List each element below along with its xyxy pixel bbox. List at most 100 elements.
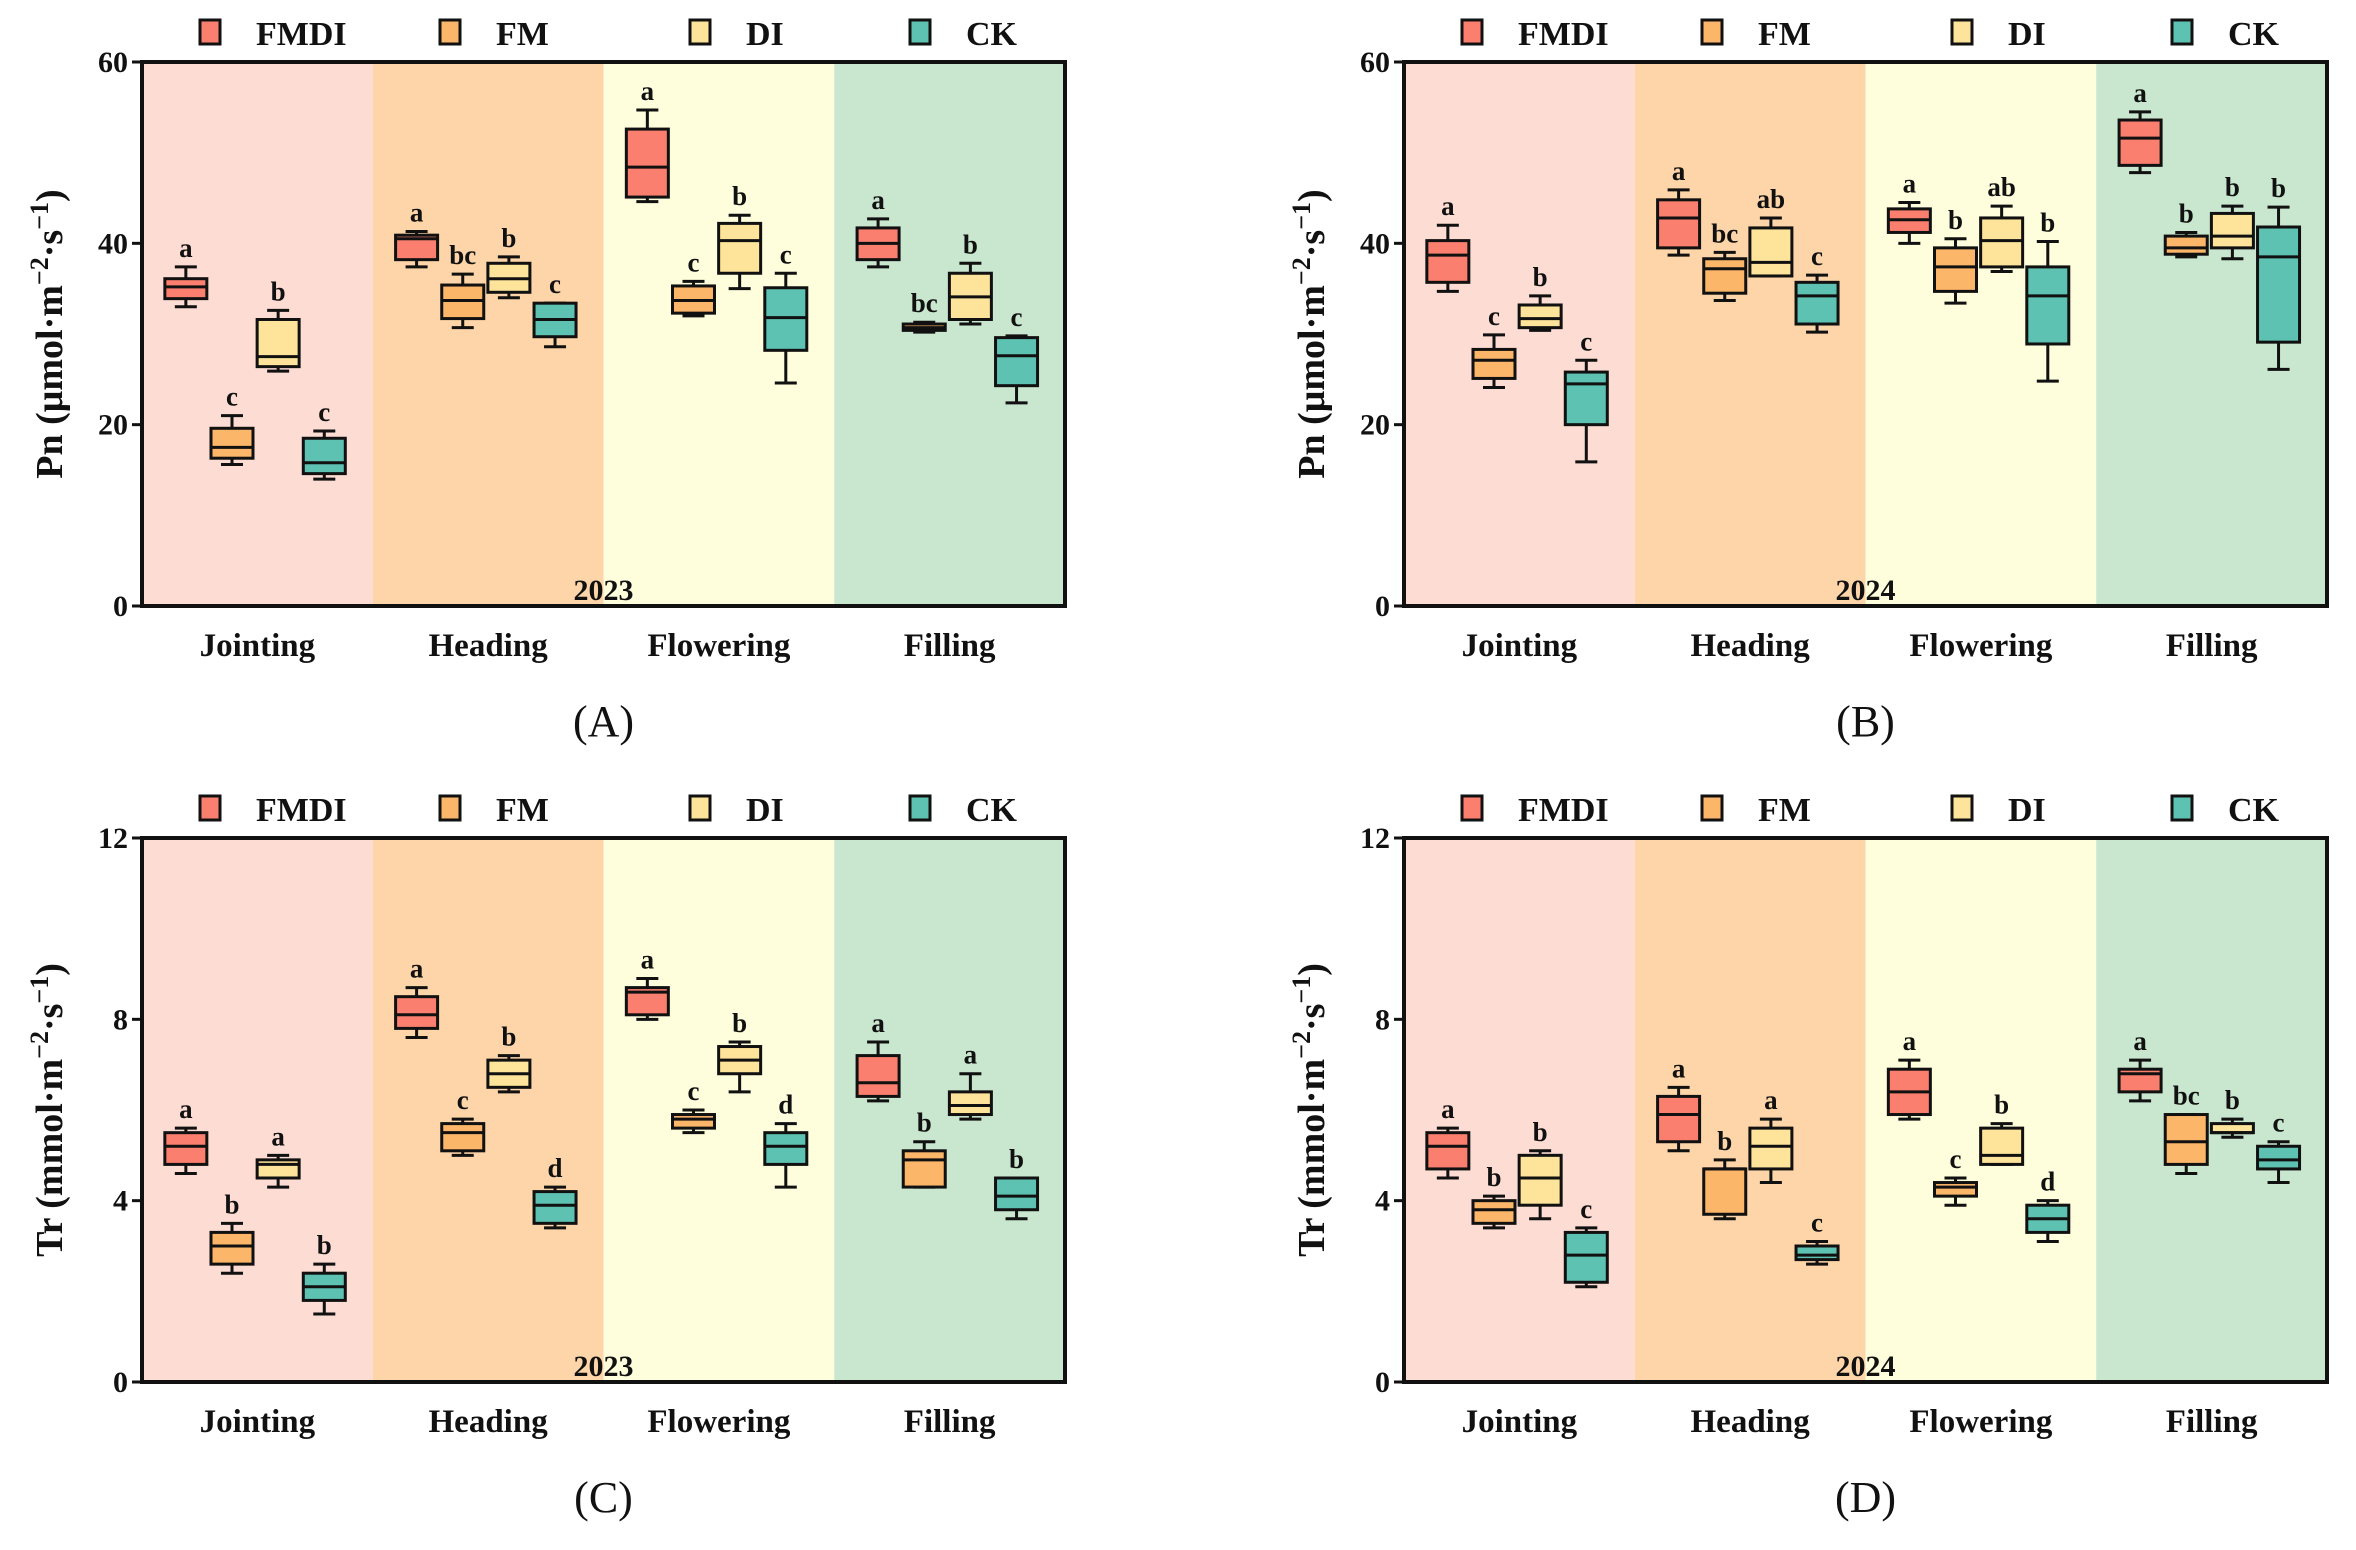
y-tick-label: 0: [1375, 1366, 1390, 1399]
box-iqr: [1425, 1131, 1471, 1171]
y-tick-label: 60: [1360, 46, 1390, 79]
x-tick-label: Filling: [2166, 628, 2258, 664]
significance-letter: b: [732, 181, 747, 211]
box-ck: c: [532, 269, 578, 349]
legend-item-fmdi: FMDI: [1460, 792, 1609, 829]
box-iqr: [670, 1113, 716, 1130]
significance-letter: c: [1580, 1194, 1592, 1224]
box-iqr: [1794, 1244, 1840, 1262]
significance-letter: b: [917, 1108, 932, 1138]
box-iqr: [855, 1054, 901, 1098]
box-fmdi: a: [1656, 156, 1702, 257]
box-iqr: [2163, 234, 2209, 256]
box-fmdi: a: [2117, 1026, 2163, 1103]
x-tick-label: Heading: [1691, 1404, 1811, 1440]
box-di: b: [947, 229, 993, 326]
box-fmdi: a: [855, 185, 901, 269]
significance-letter: b: [1994, 1090, 2009, 1120]
box-iqr: [717, 221, 763, 275]
significance-letter: a: [179, 1094, 193, 1124]
box-fm: b: [1702, 1126, 1748, 1221]
x-tick-label: Filling: [2166, 1404, 2258, 1440]
legend-item-ck: CK: [2170, 792, 2280, 829]
box-iqr: [301, 436, 347, 476]
significance-letter: a: [179, 233, 193, 263]
significance-letter: a: [1903, 1026, 1917, 1056]
y-axis-label: Pn (μmol·m−2·s−1): [25, 189, 71, 478]
significance-letter: a: [2133, 1026, 2147, 1056]
box-fm: b: [2163, 198, 2209, 259]
box-iqr: [901, 1149, 947, 1189]
legend-label: FMDI: [256, 792, 347, 829]
significance-letter: b: [2271, 173, 2286, 203]
y-tick-label: 20: [1360, 409, 1390, 442]
box-fm: c: [1932, 1144, 1978, 1207]
box-di: b: [1517, 262, 1563, 332]
y-tick-label: 12: [98, 822, 128, 855]
significance-letter: c: [2273, 1108, 2285, 1138]
chart-panel-a: acbcJointingabcbcHeadingacbcFloweringabc…: [25, 16, 1067, 746]
legend-item-fmdi: FMDI: [198, 792, 347, 829]
y-axis-label: Tr (mmol·m−2·s−1): [1287, 963, 1333, 1257]
significance-letter: b: [2225, 172, 2240, 202]
box-fmdi: a: [163, 233, 209, 309]
legend-swatch: [1460, 18, 1484, 46]
box-ck: b: [2256, 173, 2302, 371]
box-ck: c: [1563, 326, 1609, 464]
legend-label: FMDI: [1518, 792, 1609, 829]
legend-label: FMDI: [256, 16, 347, 53]
box-iqr: [532, 1190, 578, 1225]
box-ck: b: [994, 1144, 1040, 1221]
box-iqr: [1656, 198, 1702, 250]
box-fmdi: a: [1425, 1094, 1471, 1180]
y-axis-label-part: ): [29, 189, 71, 202]
significance-letter: b: [1948, 205, 1963, 235]
box-di: b: [486, 1022, 532, 1094]
significance-letter: b: [501, 223, 516, 253]
x-tick-label: Heading: [1691, 628, 1811, 664]
box-iqr: [1748, 1126, 1794, 1171]
y-tick-label: 0: [1375, 590, 1390, 623]
significance-letter: bc: [1711, 218, 1738, 248]
legend-swatch: [908, 18, 932, 46]
chart-panel-b: acbcJointingabcabcHeadingababbFloweringa…: [1287, 16, 2329, 746]
y-axis-label-superscript: −1: [25, 976, 54, 1004]
legend-item-di: DI: [688, 16, 784, 53]
box-di: b: [1517, 1117, 1563, 1221]
box-fmdi: a: [1886, 1026, 1932, 1121]
significance-letter: c: [688, 247, 700, 277]
y-tick-label: 60: [98, 46, 128, 79]
box-iqr: [440, 1122, 486, 1153]
box-iqr: [1932, 1181, 1978, 1198]
y-axis-label-part: ): [1291, 963, 1333, 976]
box-fmdi: a: [855, 1008, 901, 1103]
box-ck: c: [301, 397, 347, 481]
year-label: 2023: [574, 574, 634, 607]
significance-letter: b: [271, 276, 286, 306]
box-iqr: [1979, 216, 2025, 269]
box-iqr: [255, 1158, 301, 1180]
legend-label: FMDI: [1518, 16, 1609, 53]
legend-swatch: [1700, 18, 1724, 46]
box-iqr: [2209, 211, 2255, 250]
panel-caption: (A): [573, 697, 634, 746]
box-di: ab: [1748, 184, 1794, 278]
legend-label: CK: [2228, 792, 2280, 829]
box-fm: b: [209, 1189, 255, 1275]
box-di: b: [2209, 172, 2255, 261]
significance-letter: c: [226, 382, 238, 412]
box-fmdi: a: [394, 198, 440, 269]
x-tick-label: Flowering: [647, 1404, 790, 1440]
y-axis-label-part: Pn (μmol·m: [29, 285, 71, 479]
significance-letter: a: [1672, 156, 1686, 186]
y-tick-label: 12: [1360, 822, 1390, 855]
box-iqr: [2256, 225, 2302, 344]
x-tick-label: Filling: [904, 628, 996, 664]
box-di: b: [717, 181, 763, 291]
legend-swatch: [1950, 18, 1974, 46]
box-ck: c: [1794, 241, 1840, 334]
stage-band: [2096, 838, 2327, 1382]
significance-letter: a: [2133, 78, 2147, 108]
legend-label: CK: [966, 792, 1018, 829]
